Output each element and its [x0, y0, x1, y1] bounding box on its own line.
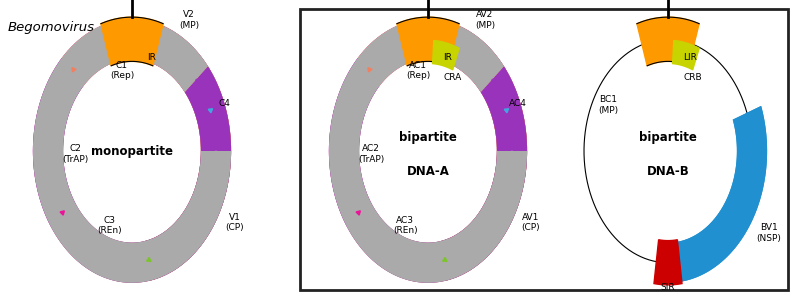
- Bar: [300, 9, 788, 290]
- Text: AV2
(MP): AV2 (MP): [475, 10, 495, 30]
- Text: AC4: AC4: [509, 99, 526, 108]
- Polygon shape: [329, 58, 527, 283]
- Polygon shape: [668, 261, 672, 265]
- Polygon shape: [33, 19, 231, 283]
- Text: BC1
(MP): BC1 (MP): [598, 95, 618, 114]
- Text: C4: C4: [218, 99, 230, 108]
- Text: LIR: LIR: [683, 53, 697, 62]
- Text: bipartite: bipartite: [639, 131, 697, 144]
- Text: AC1
(Rep): AC1 (Rep): [406, 61, 430, 80]
- Text: C1
(Rep): C1 (Rep): [110, 61, 134, 80]
- Polygon shape: [60, 211, 64, 215]
- Polygon shape: [746, 113, 750, 117]
- Polygon shape: [329, 19, 527, 281]
- Polygon shape: [195, 79, 199, 83]
- Polygon shape: [132, 19, 225, 120]
- Text: AC2
(TrAP): AC2 (TrAP): [358, 144, 384, 164]
- Polygon shape: [214, 151, 218, 155]
- Text: IR: IR: [147, 53, 156, 62]
- Text: DNA-B: DNA-B: [646, 165, 690, 178]
- Polygon shape: [72, 68, 76, 72]
- Text: bipartite: bipartite: [399, 131, 457, 144]
- Polygon shape: [146, 257, 151, 262]
- Polygon shape: [440, 106, 527, 281]
- Polygon shape: [347, 19, 527, 283]
- Text: CRB: CRB: [683, 73, 702, 82]
- Text: C2
(TrAP): C2 (TrAP): [62, 144, 88, 164]
- Polygon shape: [668, 106, 767, 283]
- Polygon shape: [504, 109, 509, 113]
- Text: Begomovirus: Begomovirus: [8, 21, 95, 34]
- Polygon shape: [428, 19, 521, 120]
- Polygon shape: [144, 106, 231, 281]
- Polygon shape: [442, 257, 447, 262]
- Text: BV1
(NSP): BV1 (NSP): [756, 223, 781, 243]
- Polygon shape: [668, 106, 767, 283]
- Text: IR: IR: [443, 53, 452, 62]
- Polygon shape: [51, 19, 231, 283]
- Polygon shape: [433, 40, 459, 70]
- Text: V2
(MP): V2 (MP): [179, 10, 199, 30]
- Text: CRA: CRA: [443, 73, 462, 82]
- Text: C3
(REn): C3 (REn): [97, 216, 122, 235]
- Polygon shape: [33, 58, 231, 283]
- Polygon shape: [491, 79, 495, 83]
- Polygon shape: [33, 19, 231, 281]
- Polygon shape: [510, 151, 514, 155]
- Text: V1
(CP): V1 (CP): [225, 213, 244, 232]
- Text: AC3
(REn): AC3 (REn): [393, 216, 418, 235]
- Polygon shape: [356, 211, 360, 215]
- Polygon shape: [329, 19, 527, 283]
- Text: SIR: SIR: [661, 283, 675, 292]
- Text: AV1
(CP): AV1 (CP): [521, 213, 540, 232]
- Polygon shape: [368, 68, 372, 72]
- Polygon shape: [397, 17, 459, 66]
- Polygon shape: [208, 109, 213, 113]
- Polygon shape: [637, 17, 699, 66]
- Polygon shape: [654, 240, 682, 285]
- Polygon shape: [101, 17, 163, 66]
- Polygon shape: [673, 40, 699, 70]
- Text: DNA-A: DNA-A: [406, 165, 450, 178]
- Text: monopartite: monopartite: [91, 144, 173, 158]
